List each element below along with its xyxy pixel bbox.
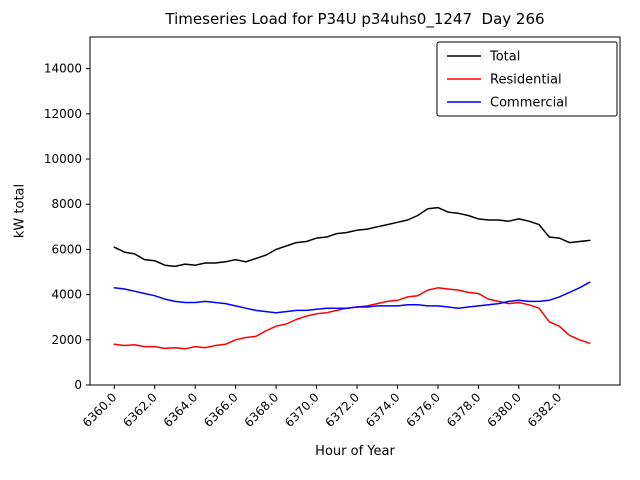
y-axis-label: kW total <box>12 183 28 239</box>
x-tick-label: 6374.0 <box>363 390 403 430</box>
y-tick-label: 12000 <box>44 107 82 121</box>
x-tick-label: 6370.0 <box>282 390 322 430</box>
legend-label-total: Total <box>489 50 520 65</box>
y-tick-label: 0 <box>74 378 82 392</box>
x-tick-label: 6376.0 <box>403 390 443 430</box>
x-tick-label: 6360.0 <box>80 390 120 430</box>
x-tick-label: 6378.0 <box>444 390 484 430</box>
x-tick-label: 6382.0 <box>525 390 565 430</box>
chart-title: Timeseries Load for P34U p34uhs0_1247 Da… <box>165 10 545 28</box>
legend-box <box>436 41 618 117</box>
y-tick-label: 14000 <box>44 62 82 76</box>
y-tick-label: 6000 <box>51 242 82 256</box>
y-tick-label: 10000 <box>44 152 82 166</box>
series-line-total <box>113 206 591 268</box>
x-tick-label: 6366.0 <box>201 390 241 430</box>
x-tick-label: 6380.0 <box>484 390 524 430</box>
x-axis-label: Hour of Year <box>315 444 395 459</box>
axes-spines <box>89 36 621 386</box>
legend-label-residential: Residential <box>490 73 562 88</box>
legend-label-commercial: Commercial <box>490 96 568 111</box>
y-tick-label: 8000 <box>51 197 82 211</box>
x-tick-label: 6364.0 <box>161 390 201 430</box>
series-line-commercial <box>113 281 591 314</box>
x-tick-label: 6368.0 <box>242 390 282 430</box>
x-tick-label: 6372.0 <box>323 390 363 430</box>
x-tick-label: 6362.0 <box>120 390 160 430</box>
y-tick-label: 2000 <box>51 333 82 347</box>
y-tick-label: 4000 <box>51 288 82 302</box>
